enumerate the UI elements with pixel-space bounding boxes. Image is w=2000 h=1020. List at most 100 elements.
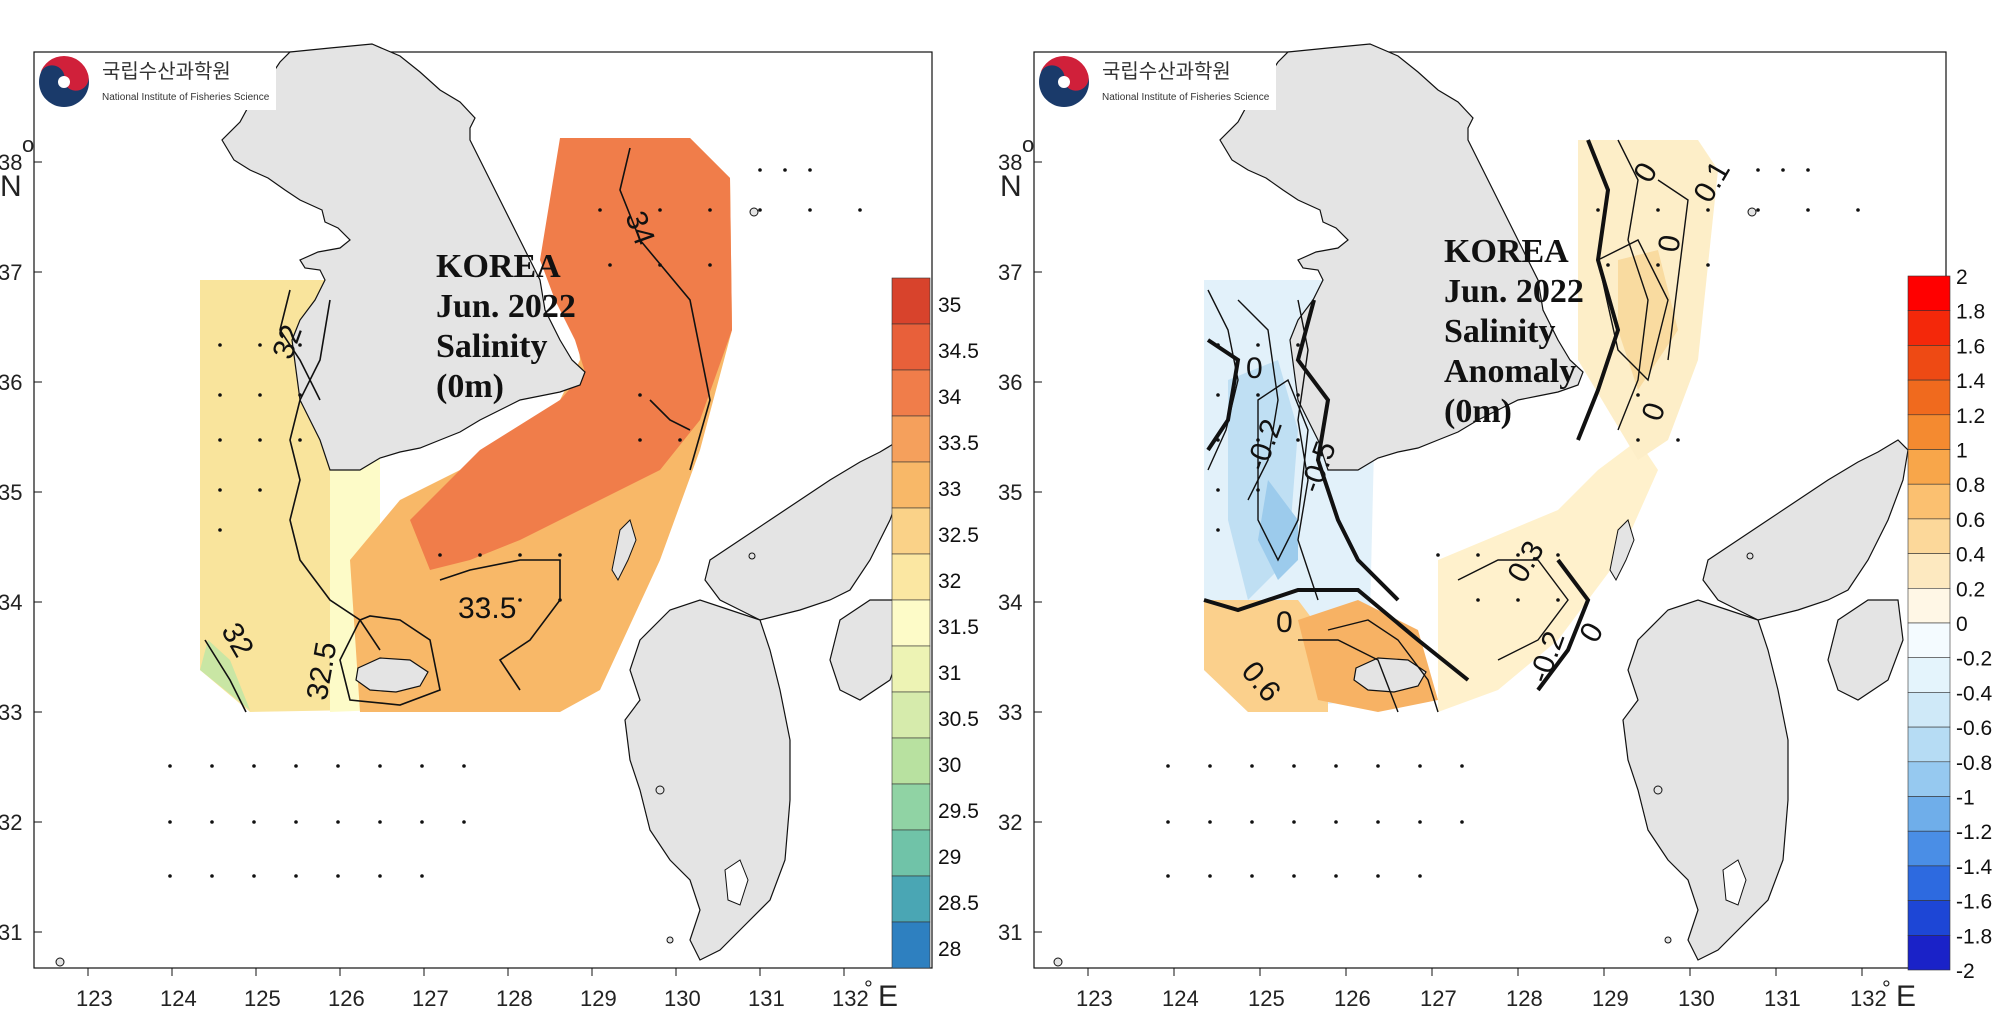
station-dot [1208,874,1212,878]
station-dot [252,764,256,768]
station-dot [1256,393,1260,397]
lon-tick-label: 128 [1506,986,1543,1011]
right-colorbar-label: -1.4 [1956,856,1993,879]
lon-tick-label: 131 [1764,986,1801,1011]
right-title-line: Jun. 2022 [1444,273,1584,310]
lon-tick-label: 130 [1678,986,1715,1011]
right-colorbar-label: -1.6 [1956,891,1992,914]
station-dot [168,874,172,878]
station-dot [378,874,382,878]
station-dot [1216,438,1220,442]
right-title-line: Salinity [1444,313,1555,350]
lat-tick-label: 31 [998,920,1022,945]
right-colorbar-swatch [1907,553,1951,589]
left-colorbar-swatch [891,415,931,463]
station-dot [1376,874,1380,878]
station-dot [1250,874,1254,878]
left-colorbar-label: 33 [938,478,961,501]
station-dot [258,343,262,347]
station-dot [336,820,340,824]
station-dot [378,764,382,768]
lon-tick-label: 132 [1850,986,1887,1011]
station-dot [598,208,602,212]
station-dot [1334,874,1338,878]
station-dot [1256,438,1260,442]
lat-tick-label: 36 [998,370,1022,395]
lat-tick-label: 37 [998,260,1022,285]
right-station-dots [1166,168,1860,878]
left-colorbar-label: 33.5 [938,432,979,455]
station-dot [1418,820,1422,824]
right-colorbar-swatch [1907,865,1951,901]
left-colorbar-swatch [891,691,931,739]
station-dot [1376,764,1380,768]
right-colorbar-swatch [1907,518,1951,554]
lat-tick-label: 33 [998,700,1022,725]
left-colorbar-swatch [891,783,931,831]
right-logo: 국립수산과학원 National Institute of Fisheries … [1036,54,1276,110]
station-dot [858,208,862,212]
left-colorbar-swatch [891,645,931,693]
right-logo-korean: 국립수산과학원 [1102,59,1231,83]
station-dot [1256,488,1260,492]
station-dot [258,438,262,442]
station-dot [336,874,340,878]
station-dot [558,598,562,602]
right-colorbar-swatch [1907,830,1951,867]
station-dot [294,820,298,824]
station-dot [478,553,482,557]
station-dot [252,874,256,878]
station-dot [1636,438,1640,442]
lat-tick-label: 36 [0,370,22,395]
station-dot [298,393,302,397]
right-colorbar-swatch [1907,622,1951,659]
right-colorbar-swatch [1907,761,1951,797]
station-dot [1208,764,1212,768]
station-dot [608,263,612,267]
right-colorbar-swatch [1907,796,1951,832]
lon-tick-label: 126 [1334,986,1371,1011]
right-title-line: KOREA [1444,233,1569,270]
left-axes: 123 124 125 126 127 128 129 130 131 132° E 31 32 33 34… [0,132,898,1013]
station-dot [1296,393,1300,397]
station-dot [638,393,642,397]
station-dot [1296,438,1300,442]
station-dot [378,820,382,824]
lat-tick-label: 32 [0,810,22,835]
right-colorbar-label: -1.8 [1956,925,1992,948]
station-dot [336,764,340,768]
station-dot [1656,263,1660,267]
lat-tick-label: 38 [998,150,1022,175]
right-logo-english: National Institute of Fisheries Science [1102,92,1270,103]
station-dot [1256,343,1260,347]
left-title-line: Salinity [436,328,547,365]
left-colorbar-swatch [891,921,931,969]
left-colorbar-swatch [891,875,931,923]
lon-tick-label: 124 [160,986,197,1011]
station-dot [420,874,424,878]
station-dot [708,263,712,267]
left-map-panel: 34 32 32 32.5 33.5 KOREA Jun. 2022 Salin… [0,43,979,1013]
right-colorbar-label: 0.8 [1956,474,1985,497]
left-colorbar-label: 31.5 [938,616,979,639]
station-dot [518,598,522,602]
left-colorbar-swatch [891,323,931,371]
lon-tick-label: 125 [1248,986,1285,1011]
station-dot [1476,598,1480,602]
lon-tick-label: 123 [76,986,113,1011]
left-logo-korean: 국립수산과학원 [102,59,231,83]
station-dot [1250,764,1254,768]
lat-tick-label: 31 [0,920,22,945]
station-dot [1216,488,1220,492]
station-dot [438,553,442,557]
station-dot [1460,764,1464,768]
right-colorbar-label: 2 [1956,266,1968,289]
left-title-line: Jun. 2022 [436,288,576,325]
station-dot [1516,598,1520,602]
station-dot [218,488,222,492]
lon-tick-label: 131 [748,986,785,1011]
station-dot [1376,820,1380,824]
right-colorbar-label: -0.2 [1956,648,1992,671]
station-dot [218,438,222,442]
left-colorbar-label: 28.5 [938,892,979,915]
